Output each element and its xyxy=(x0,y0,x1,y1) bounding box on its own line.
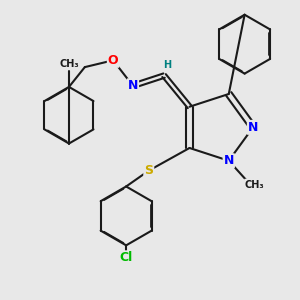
Text: Cl: Cl xyxy=(119,251,133,264)
Text: N: N xyxy=(248,121,258,134)
Text: O: O xyxy=(108,54,118,67)
Text: S: S xyxy=(144,164,153,177)
Text: CH₃: CH₃ xyxy=(59,59,79,69)
Text: CH₃: CH₃ xyxy=(245,179,265,190)
Text: H: H xyxy=(163,60,171,70)
Text: N: N xyxy=(128,79,138,92)
Text: N: N xyxy=(224,154,234,167)
